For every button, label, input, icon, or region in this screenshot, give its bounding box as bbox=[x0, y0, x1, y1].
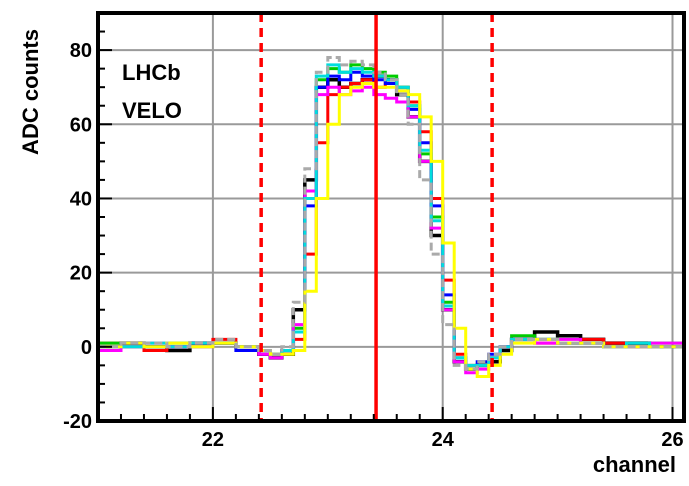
y-tick-label: 40 bbox=[70, 188, 92, 210]
grid bbox=[98, 13, 684, 422]
x-tick-label: 22 bbox=[202, 429, 224, 451]
series-line-8 bbox=[98, 56, 684, 371]
y-tick-label: 0 bbox=[81, 337, 92, 359]
series-group bbox=[98, 56, 686, 378]
x-axis-label: channel bbox=[593, 452, 676, 477]
y-tick-label: 20 bbox=[70, 263, 92, 285]
series-line-5 bbox=[98, 85, 686, 375]
series-line-4 bbox=[98, 70, 684, 371]
series-line-2 bbox=[98, 78, 684, 367]
tick-labels: 22 24 26 -20 0 20 40 60 80 bbox=[63, 40, 684, 451]
series-line-6 bbox=[98, 63, 684, 367]
y-axis-label: ADC counts bbox=[18, 29, 43, 155]
series-line-7 bbox=[98, 82, 684, 378]
annotation-velo: VELO bbox=[122, 98, 182, 123]
annotation-lhcb: LHCb bbox=[122, 60, 181, 85]
series-line-3 bbox=[98, 63, 686, 371]
ticks bbox=[98, 30, 674, 421]
y-tick-label: 80 bbox=[70, 40, 92, 62]
x-tick-label: 24 bbox=[432, 429, 455, 451]
y-tick-label: -20 bbox=[63, 411, 92, 433]
series-line-1 bbox=[98, 74, 684, 371]
vertical-markers bbox=[259, 13, 494, 421]
x-tick-label: 26 bbox=[661, 429, 683, 451]
plot-frame bbox=[96, 11, 686, 423]
y-tick-label: 60 bbox=[70, 114, 92, 136]
